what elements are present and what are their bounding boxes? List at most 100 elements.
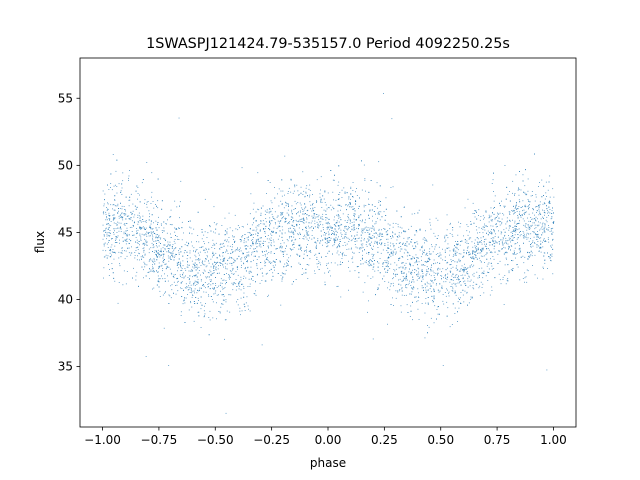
data-point xyxy=(215,269,217,271)
data-point xyxy=(457,301,459,303)
data-point xyxy=(296,221,298,222)
data-point xyxy=(365,190,366,192)
data-point xyxy=(243,240,245,242)
data-point xyxy=(341,253,343,254)
data-point xyxy=(226,273,227,274)
data-point xyxy=(129,170,130,171)
data-point xyxy=(413,248,415,250)
data-point xyxy=(234,282,235,284)
data-point xyxy=(504,275,506,276)
data-point xyxy=(239,285,241,287)
data-point xyxy=(504,206,505,208)
data-point xyxy=(150,247,152,249)
data-point xyxy=(542,232,544,234)
data-point xyxy=(111,244,113,246)
data-point xyxy=(303,219,304,221)
data-point xyxy=(189,270,191,272)
data-point xyxy=(468,252,469,254)
data-point xyxy=(547,212,548,214)
data-point xyxy=(406,245,408,247)
data-point xyxy=(318,260,320,262)
data-point xyxy=(255,290,256,292)
data-point xyxy=(166,251,168,253)
data-point xyxy=(458,307,460,309)
data-point xyxy=(328,250,330,252)
data-point xyxy=(154,233,156,234)
data-point xyxy=(514,193,516,194)
data-point xyxy=(219,248,220,250)
data-point xyxy=(314,241,316,243)
data-point xyxy=(300,246,302,248)
data-point xyxy=(509,225,511,226)
data-point xyxy=(158,227,160,229)
data-point xyxy=(162,232,163,233)
data-point xyxy=(328,234,330,236)
data-point xyxy=(213,293,215,295)
data-point xyxy=(415,261,417,263)
data-point xyxy=(378,161,380,163)
data-point xyxy=(374,236,375,238)
data-point xyxy=(457,249,459,251)
data-point xyxy=(418,292,419,294)
data-point xyxy=(482,236,484,238)
data-point xyxy=(464,280,466,282)
data-point xyxy=(105,219,107,221)
data-point xyxy=(246,296,248,298)
data-point xyxy=(137,193,139,194)
data-point xyxy=(197,297,199,299)
data-point xyxy=(462,294,464,296)
data-point xyxy=(530,220,531,222)
data-point xyxy=(103,277,104,279)
data-point xyxy=(265,262,267,263)
data-point xyxy=(338,198,340,200)
data-point xyxy=(208,283,210,285)
data-point xyxy=(496,242,498,244)
data-point xyxy=(120,231,122,232)
data-point xyxy=(140,236,142,238)
data-point xyxy=(234,214,236,216)
data-point xyxy=(542,278,544,280)
data-point xyxy=(185,283,187,285)
data-point xyxy=(130,218,132,220)
data-point xyxy=(452,273,453,275)
data-point xyxy=(159,290,161,292)
data-point xyxy=(323,229,324,231)
data-point xyxy=(363,204,365,206)
data-point xyxy=(539,237,541,239)
data-point xyxy=(530,225,532,227)
data-point xyxy=(358,215,360,217)
data-point xyxy=(195,259,197,261)
data-point xyxy=(380,211,382,213)
data-point xyxy=(308,251,310,252)
data-point xyxy=(542,216,543,218)
data-point xyxy=(247,286,249,287)
data-point xyxy=(157,222,159,223)
data-point xyxy=(491,233,493,235)
data-point xyxy=(272,230,274,232)
data-point xyxy=(536,212,537,213)
data-point xyxy=(373,227,375,229)
data-point xyxy=(369,227,371,229)
data-point xyxy=(198,282,199,284)
data-point xyxy=(217,272,219,274)
data-point xyxy=(473,281,475,283)
data-point xyxy=(234,236,235,238)
data-point xyxy=(148,271,150,273)
data-point xyxy=(376,237,378,239)
data-point xyxy=(108,264,109,265)
data-point xyxy=(222,255,224,257)
data-point xyxy=(393,285,394,287)
data-point xyxy=(422,278,424,280)
data-point xyxy=(482,283,484,285)
data-point xyxy=(305,221,307,223)
data-point xyxy=(476,249,478,251)
data-point xyxy=(348,238,350,240)
data-point xyxy=(405,277,406,279)
data-point xyxy=(109,256,111,258)
data-point xyxy=(439,290,441,292)
data-point xyxy=(372,258,374,259)
data-point xyxy=(121,183,123,185)
data-point xyxy=(290,179,292,181)
data-point xyxy=(279,221,281,222)
data-point xyxy=(161,254,162,256)
